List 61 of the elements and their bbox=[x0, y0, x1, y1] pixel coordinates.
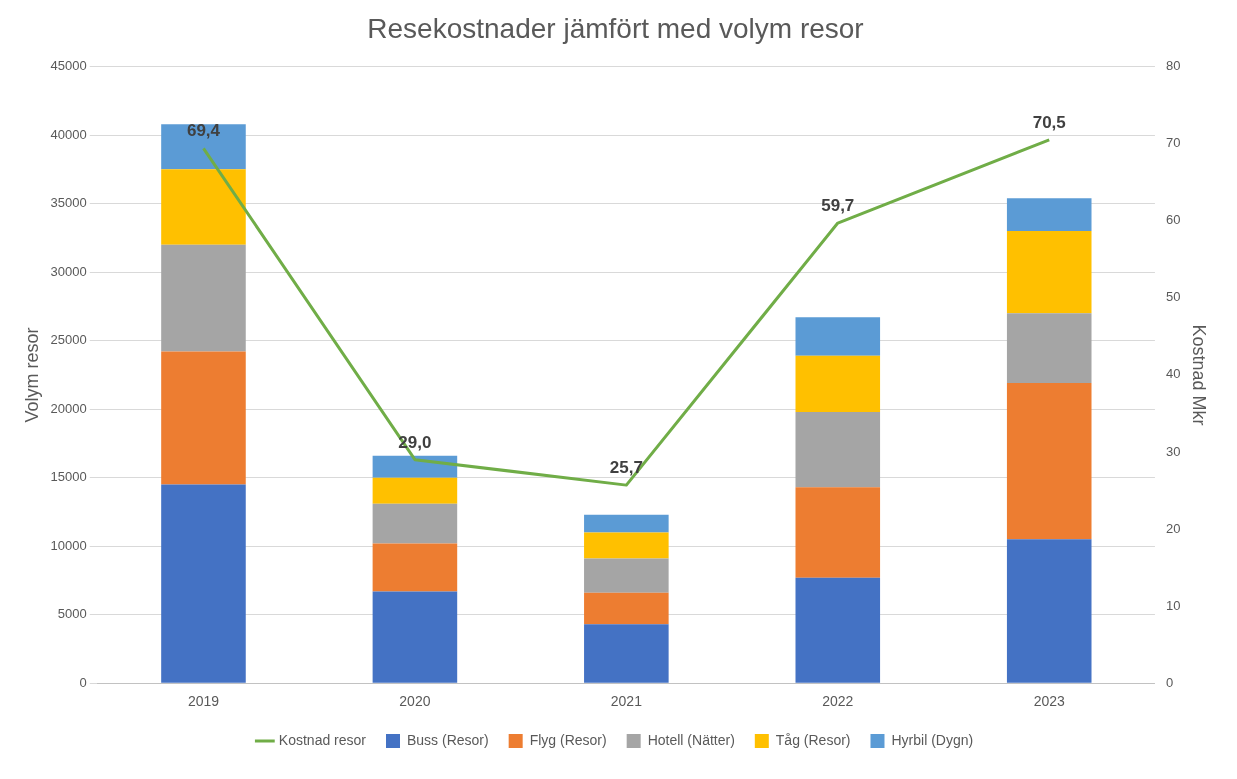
legend-label: Buss (Resor) bbox=[406, 731, 489, 748]
y-tick-label: 35000 bbox=[50, 195, 87, 211]
x-tick-label: 2022 bbox=[822, 693, 854, 710]
bar bbox=[795, 355, 881, 412]
x-tick-label: 2023 bbox=[1033, 693, 1065, 710]
bar bbox=[161, 244, 246, 352]
legend-label: Hotell (Nätter) bbox=[647, 731, 735, 748]
y-tick-label: 10000 bbox=[50, 537, 87, 553]
y2-tick-label: 40 bbox=[1165, 366, 1181, 382]
legend-label: Flyg (Resor) bbox=[529, 731, 607, 748]
bar bbox=[584, 514, 669, 533]
bar bbox=[795, 411, 881, 488]
y-tick-label: 45000 bbox=[50, 58, 87, 74]
data-label: 69,4 bbox=[186, 121, 221, 141]
bar bbox=[584, 624, 669, 683]
legend-label: Tåg (Resor) bbox=[775, 731, 851, 748]
y2-axis-title: Kostnad Mkr bbox=[1189, 324, 1210, 426]
data-label: 70,5 bbox=[1032, 113, 1066, 133]
y-tick-label: 40000 bbox=[50, 126, 87, 142]
bar bbox=[1006, 383, 1092, 540]
bar bbox=[161, 169, 246, 245]
y-tick-label: 30000 bbox=[50, 263, 87, 279]
y2-tick-label: 70 bbox=[1165, 135, 1181, 151]
x-tick-label: 2021 bbox=[610, 693, 643, 710]
bar bbox=[584, 532, 669, 559]
y2-tick-label: 60 bbox=[1165, 212, 1181, 228]
y-tick-label: 20000 bbox=[50, 400, 87, 416]
bar bbox=[372, 503, 458, 544]
y2-tick-label: 20 bbox=[1165, 520, 1181, 536]
x-tick-label: 2020 bbox=[399, 693, 431, 710]
y2-tick-label: 50 bbox=[1165, 289, 1181, 305]
y-tick-label: 25000 bbox=[50, 332, 87, 348]
bar bbox=[795, 317, 881, 356]
bar bbox=[795, 487, 881, 578]
bar bbox=[372, 477, 458, 504]
bar bbox=[372, 591, 458, 683]
y-axis-title: Volym resor bbox=[21, 327, 42, 423]
x-tick-label: 2019 bbox=[187, 693, 220, 710]
legend-label: Kostnad resor bbox=[278, 731, 367, 748]
legend-label: Hyrbil (Dygn) bbox=[891, 731, 974, 748]
bar bbox=[1006, 313, 1092, 384]
data-label: 59,7 bbox=[821, 196, 855, 216]
bar bbox=[584, 592, 669, 625]
bar bbox=[161, 484, 246, 683]
bar bbox=[372, 543, 458, 592]
bar bbox=[1006, 539, 1092, 683]
y2-tick-label: 80 bbox=[1165, 58, 1181, 74]
bar bbox=[161, 124, 246, 170]
y-tick-label: 5000 bbox=[57, 606, 87, 622]
bar bbox=[1006, 198, 1092, 232]
y2-tick-label: 10 bbox=[1165, 597, 1181, 613]
bar bbox=[584, 558, 669, 593]
y2-tick-label: 30 bbox=[1165, 443, 1181, 459]
bar bbox=[1006, 231, 1092, 314]
chart-title: Resekostnader jämfört med volym resor bbox=[367, 12, 864, 44]
y-tick-label: 0 bbox=[79, 674, 87, 690]
bar bbox=[161, 351, 246, 485]
y2-tick-label: 0 bbox=[1165, 674, 1174, 690]
bar bbox=[795, 577, 881, 683]
y-tick-label: 15000 bbox=[50, 469, 87, 485]
bar bbox=[372, 455, 458, 478]
